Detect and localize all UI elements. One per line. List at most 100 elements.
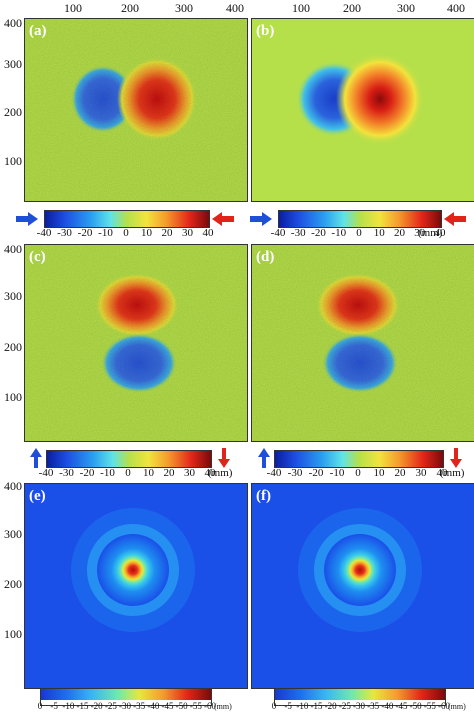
colorbar-tick-label: 10 xyxy=(373,227,385,239)
y-tick: 200 xyxy=(4,577,22,591)
colorbar-tick-label: -10 xyxy=(100,467,115,479)
panel-label: (f) xyxy=(256,488,271,504)
colorbar-tick-label: -25 xyxy=(338,701,351,711)
arrow-down-red-icon xyxy=(218,448,230,468)
colorbar-tick-label: 0 xyxy=(355,467,361,479)
colorbar-tick-label: 0 xyxy=(356,227,362,239)
colorbar-tick-label: 40 xyxy=(434,227,446,239)
colorbar xyxy=(274,450,444,468)
colorbar-tick-label: -50 xyxy=(175,701,188,711)
colorbar-tick-label: 30 xyxy=(182,227,193,239)
arrow-left-red-icon xyxy=(444,212,466,226)
colorbar-labels-z: 0 -5 -10 -15 -20 -25 -30 -35 -40 -45 -50 -55 -60 xyxy=(271,701,450,711)
x-tick: 400 xyxy=(447,1,465,15)
y-tick: 100 xyxy=(4,390,22,404)
y-tick: 300 xyxy=(4,289,22,303)
x-tick: 300 xyxy=(175,1,193,15)
colorbar-tick-label: -10 xyxy=(98,227,113,239)
subsidence-bowl xyxy=(97,534,169,606)
colorbar-tick-label: 10 xyxy=(141,227,152,239)
colorbar-unit: (mm) xyxy=(214,702,232,711)
colorbar-tick-label: -10 xyxy=(296,701,309,711)
colorbar-tick-label: -40 xyxy=(147,701,160,711)
colorbar-tick-label: 40 xyxy=(204,467,216,479)
colorbar-tick-label: -30 xyxy=(290,227,306,239)
colorbar-tick-label: -60 xyxy=(438,701,450,711)
y-tick: 100 xyxy=(4,627,22,641)
colorbar-tick-label: 20 xyxy=(161,227,173,239)
colorbar-tick-label: -30 xyxy=(287,467,303,479)
colorbar-unit: (mm) xyxy=(440,467,465,479)
colorbar-tick-label: 40 xyxy=(202,227,214,239)
colorbar-tick-label: 20 xyxy=(163,467,175,479)
colorbar-tick-label: -5 xyxy=(284,701,292,711)
colorbar-tick-label: -5 xyxy=(50,701,58,711)
colorbar-tick-label: -35 xyxy=(133,701,146,711)
colorbar-tick-label: -10 xyxy=(62,701,75,711)
colorbar-tick-label: -20 xyxy=(324,701,337,711)
colorbar-tick-label: 20 xyxy=(394,227,405,239)
colorbar-tick-label: -20 xyxy=(79,467,95,479)
x-tick: 300 xyxy=(397,1,415,15)
panel-label: (b) xyxy=(256,23,275,39)
colorbar-tick-label: -60 xyxy=(204,701,216,711)
colorbar-labels: -40 -30 -20 -10 0 10 20 30 40 xyxy=(39,467,216,480)
colorbar-tick-label: -20 xyxy=(308,467,324,479)
colorbar-tick-label: -10 xyxy=(329,467,345,479)
y-tick: 400 xyxy=(4,16,22,30)
y-tick: 400 xyxy=(4,242,22,256)
colorbar-tick-label: 0 xyxy=(125,467,131,479)
colorbar-tick-label: -45 xyxy=(395,701,408,711)
arrow-up-blue-icon xyxy=(258,448,270,468)
arrow-right-blue-icon xyxy=(16,212,38,226)
y-tick: 400 xyxy=(4,479,22,493)
colorbar-labels: -40 -30 -20 -10 0 10 20 30 40 xyxy=(271,227,446,240)
y-tick: 100 xyxy=(4,154,22,168)
colorbar-tick-label: -40 xyxy=(381,701,394,711)
colorbar-unit: (mm) xyxy=(418,227,443,239)
panel-c: (c) xyxy=(24,244,248,442)
colorbar-tick-label: 30 xyxy=(415,467,427,479)
colorbar-unit: (mm) xyxy=(448,702,466,711)
colorbar-tick-label: 20 xyxy=(394,467,406,479)
panel-label: (c) xyxy=(29,249,46,265)
colorbar-tick-label: -30 xyxy=(59,467,74,479)
y-tick: 200 xyxy=(4,340,22,354)
subsidence-bowl xyxy=(324,534,396,606)
colorbar-tick-label: 30 xyxy=(184,467,195,479)
panel-label: (e) xyxy=(29,488,46,504)
x-tick: 400 xyxy=(226,1,244,15)
arrow-down-red-icon xyxy=(450,448,462,468)
colorbar-tick-label: 0 xyxy=(271,701,277,711)
panel-label: (d) xyxy=(256,249,275,265)
colorbar-tick-label: -40 xyxy=(266,467,282,479)
arrow-right-blue-icon xyxy=(250,212,272,226)
panel-b: (b) xyxy=(251,18,474,202)
colorbar-tick-label: -40 xyxy=(36,227,52,239)
colorbar-tick-label: 0 xyxy=(37,701,43,711)
colorbar-tick-label: -30 xyxy=(353,701,365,711)
colorbar-tick-label: -40 xyxy=(38,467,54,479)
colorbar-labels: -40 -30 -20 -10 0 10 20 30 40 xyxy=(267,467,448,480)
panel-d: (d) xyxy=(251,244,474,442)
colorbar-tick-label: 30 xyxy=(414,227,426,239)
colorbar xyxy=(274,688,446,706)
colorbar-tick-label: -20 xyxy=(90,701,103,711)
y-tick: 300 xyxy=(4,57,22,71)
panel-e: (e) xyxy=(24,483,248,689)
arrow-up-blue-icon xyxy=(30,448,42,468)
colorbar-tick-label: -25 xyxy=(104,701,117,711)
colorbar-tick-label: 0 xyxy=(123,227,129,239)
colorbar-tick-label: 10 xyxy=(143,467,154,479)
x-tick: 200 xyxy=(121,1,139,15)
y-tick: 300 xyxy=(4,527,22,541)
arrow-left-red-icon xyxy=(212,212,234,226)
colorbar-tick-label: 10 xyxy=(373,467,385,479)
colorbar-tick-label: -20 xyxy=(311,227,326,239)
colorbar-tick-label: 40 xyxy=(436,467,448,479)
colorbar-tick-label: -55 xyxy=(189,701,202,711)
colorbar-tick-label: -45 xyxy=(161,701,174,711)
colorbar xyxy=(46,450,212,468)
colorbar-tick-label: -30 xyxy=(57,227,72,239)
colorbar-tick-label: -50 xyxy=(409,701,422,711)
